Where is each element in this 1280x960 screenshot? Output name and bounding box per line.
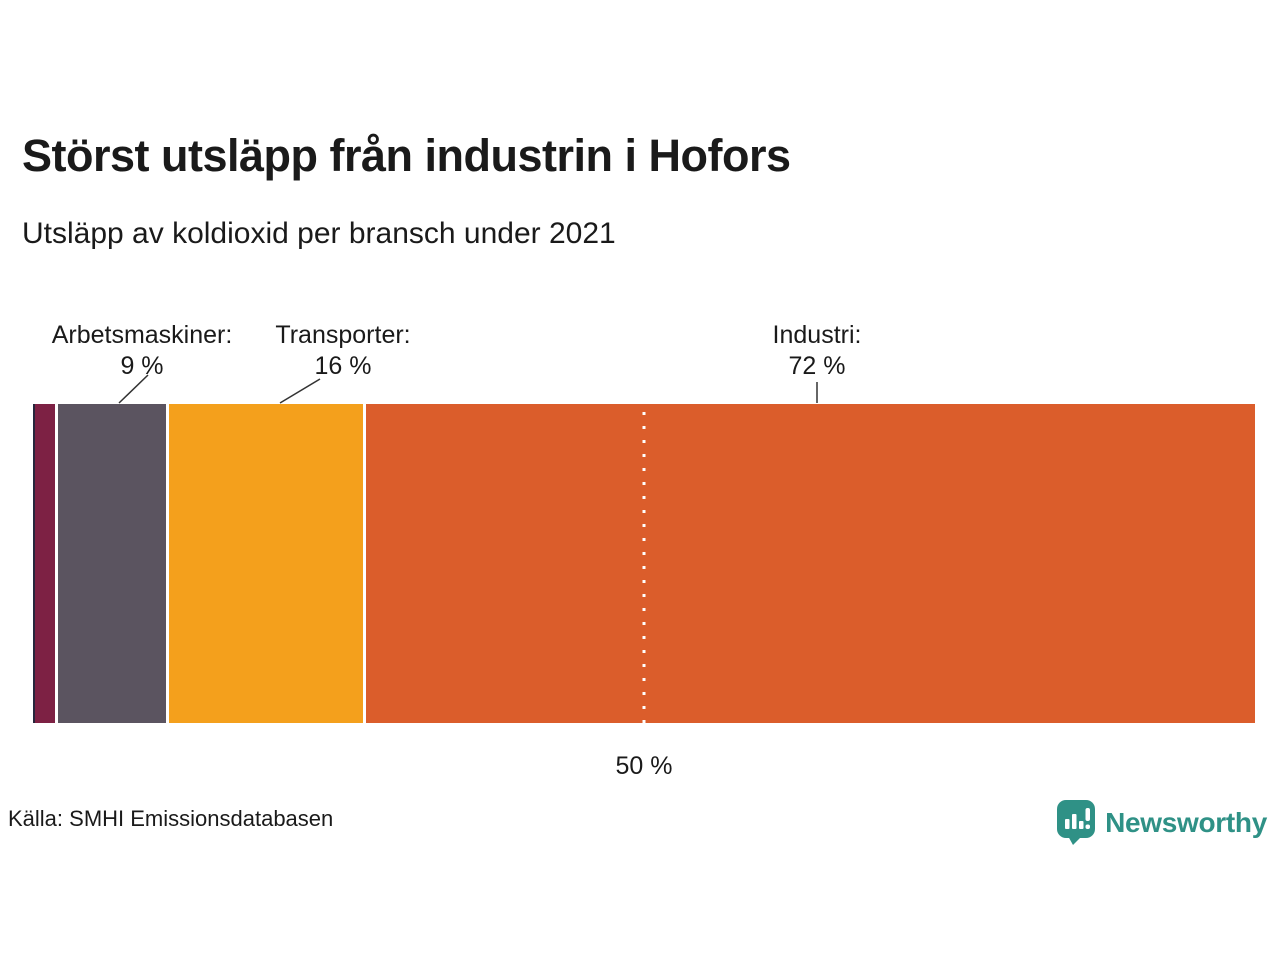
stacked-bar <box>33 404 1255 723</box>
reference-line-50 <box>642 412 646 723</box>
newsworthy-icon <box>1057 800 1096 845</box>
annotation-label: Industri: <box>772 321 862 349</box>
annotation-label: Arbetsmaskiner: <box>51 321 233 349</box>
page-title: Störst utsläpp från industrin i Hofors <box>22 130 791 181</box>
annotation-value: 72 % <box>788 352 846 380</box>
bar-segment-transporter <box>168 404 364 723</box>
reference-line-label: 50 % <box>615 752 673 780</box>
bar-segment-unlabeled-1 <box>35 404 55 723</box>
brand-name: Newsworthy <box>1105 806 1267 838</box>
bar-segment-industri <box>366 404 1255 723</box>
bar-segment-arbetsmaskiner <box>57 404 166 723</box>
annotation-label: Transporter: <box>275 321 411 349</box>
brand-logo: Newsworthy <box>1056 799 1267 846</box>
bar-segment-unlabeled-0 <box>33 404 35 723</box>
annotation-arbetsmaskiner: Arbetsmaskiner: 9 % <box>52 320 233 382</box>
annotation-industri: Industri: 72 % <box>773 320 862 382</box>
annotation-transporter: Transporter: 16 % <box>275 320 410 382</box>
annotation-value: 9 % <box>120 352 164 380</box>
chart-subtitle: Utsläpp av koldioxid per bransch under 2… <box>22 217 616 250</box>
source-note: Källa: SMHI Emissionsdatabasen <box>8 806 334 831</box>
leader-line-transporter <box>279 378 321 404</box>
annotation-value: 16 % <box>314 352 372 380</box>
